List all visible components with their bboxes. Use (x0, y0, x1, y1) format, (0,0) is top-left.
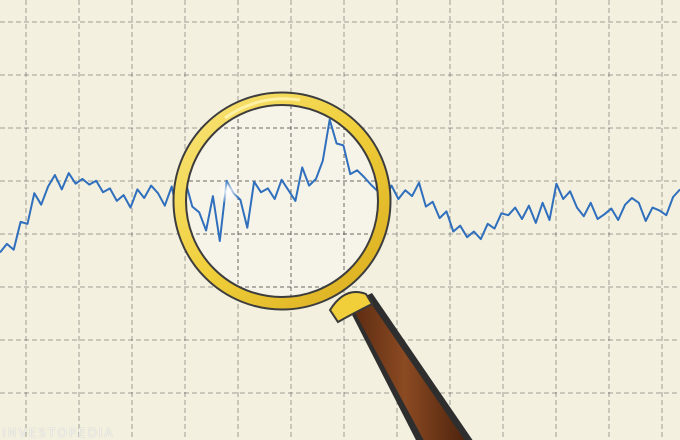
lens-glint (216, 180, 240, 204)
magnifier-rim (172, 91, 392, 311)
magnifier-handle (328, 291, 473, 440)
handle-collar (328, 291, 374, 324)
watermark-logo: INVESTOPEDIA (2, 426, 115, 440)
lens-chart-line (186, 118, 378, 254)
